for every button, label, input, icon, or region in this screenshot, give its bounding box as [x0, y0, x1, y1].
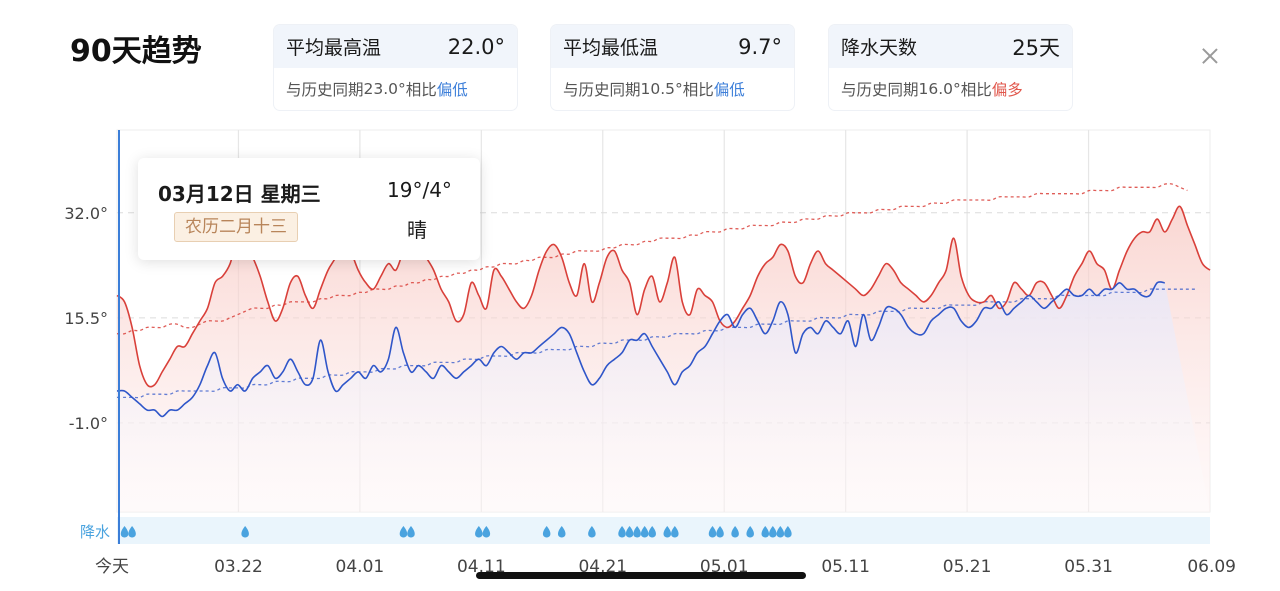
y-tick-label: 32.0° [64, 204, 108, 223]
compare-prefix: 与历史同期 [563, 81, 641, 99]
rain-drop-icon [588, 526, 596, 538]
rain-drop-icon [557, 526, 566, 538]
rain-drop-icon [399, 526, 408, 538]
compare-mid: 相比 [960, 81, 992, 99]
compare-value: 16.0° [918, 80, 961, 98]
rain-drop-icon [708, 526, 717, 538]
rain-drop-icon [731, 526, 739, 538]
compare-mid: 相比 [682, 81, 714, 99]
page-title: 90天趋势 [70, 34, 202, 69]
avg-high-temp-card: 平均最高温 22.0° 与历史同期 23.0° 相比 偏低 [274, 25, 517, 110]
stat-value: 9.7° [738, 34, 782, 59]
x-tick-label: 06.09 [1187, 557, 1236, 577]
compare-result: 偏多 [991, 81, 1023, 99]
x-tick-label: 05.21 [943, 557, 992, 577]
x-tick-label: 05.31 [1064, 557, 1113, 577]
low-temp-line [116, 281, 1165, 418]
compare-prefix: 与历史同期 [286, 81, 364, 99]
y-tick-label: -1.0° [69, 414, 108, 433]
rain-label: 降水 [80, 523, 110, 541]
compare-result: 偏低 [713, 81, 745, 99]
compare-value: 23.0° [363, 80, 406, 98]
home-indicator[interactable] [476, 572, 806, 579]
rain-drop-icon [761, 526, 770, 538]
compare-mid: 相比 [405, 81, 437, 99]
x-tick-label: 03.22 [214, 557, 263, 577]
stat-compare: 与历史同期 10.5° 相比 偏低 [551, 68, 794, 110]
rain-drop-icon [542, 526, 551, 538]
tooltip-weather: 晴 [407, 218, 427, 242]
stat-value: 25天 [1012, 35, 1060, 60]
rain-days-card: 降水天数 25天 与历史同期 16.0° 相比 偏多 [829, 25, 1072, 110]
rain-drop-icon [769, 526, 777, 538]
stat-compare: 与历史同期 16.0° 相比 偏多 [829, 68, 1072, 110]
y-axis: 32.0° 15.5° -1.0° [64, 204, 108, 433]
stat-label: 平均最高温 [286, 37, 382, 59]
x-tick-label: 今天 [95, 557, 129, 577]
tooltip-date: 03月12日 星期三 [158, 182, 321, 206]
compare-value: 10.5° [640, 80, 683, 98]
rain-drop-icon [640, 526, 649, 538]
rain-drop-icon [407, 526, 415, 538]
rain-drop-icon [746, 526, 754, 538]
area-layer [117, 206, 1210, 512]
rain-drop-icon [663, 526, 672, 538]
rain-drop-icon [625, 526, 634, 538]
low-temp-area [117, 281, 1210, 512]
compare-prefix: 与历史同期 [841, 81, 919, 99]
tooltip-temp: 19°/4° [387, 178, 452, 202]
rain-drop-icon [633, 526, 641, 538]
rain-drop-icon [671, 526, 679, 538]
x-tick-label: 05.11 [821, 557, 870, 577]
day-tooltip: 03月12日 星期三 19°/4° 农历二月十三 晴 [138, 158, 480, 260]
compare-result: 偏低 [436, 81, 468, 99]
historical-high-line [116, 183, 1188, 335]
rain-drop-icon [716, 526, 724, 538]
rain-drop-icon [776, 526, 785, 538]
stat-label: 降水天数 [841, 37, 918, 59]
stat-label: 平均最低温 [563, 37, 659, 59]
rain-drop-icon [784, 526, 792, 538]
stat-compare: 与历史同期 23.0° 相比 偏低 [274, 68, 517, 110]
avg-low-temp-card: 平均最低温 9.7° 与历史同期 10.5° 相比 偏低 [551, 25, 794, 110]
rain-row: 降水 [80, 517, 1210, 544]
rain-band [117, 517, 1210, 544]
rain-drop-icon [482, 526, 491, 538]
y-tick-label: 15.5° [64, 309, 108, 328]
rain-drop-icon [648, 526, 656, 538]
rain-drop-icon [241, 526, 249, 538]
x-tick-label: 04.01 [336, 557, 385, 577]
line-layer [116, 183, 1211, 418]
rain-drop-icon [128, 526, 136, 538]
rain-drop-icon [120, 526, 129, 538]
rain-drop-icon [618, 526, 626, 538]
stat-value: 22.0° [447, 34, 505, 59]
tooltip-lunar-date: 农历二月十三 [174, 212, 298, 242]
rain-drop-icon [475, 526, 483, 538]
